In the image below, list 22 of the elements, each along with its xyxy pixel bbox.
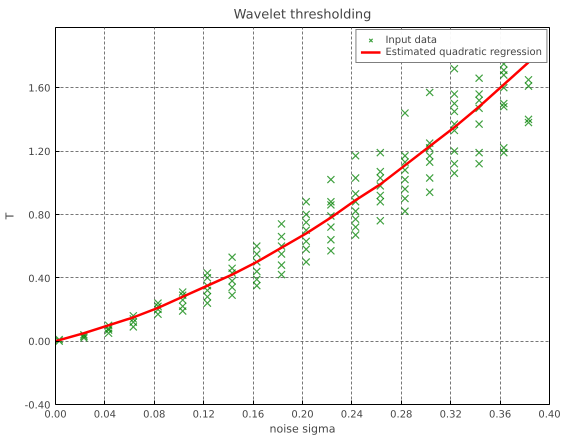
y-tick-label: 0.00 (28, 337, 50, 348)
legend-label: Estimated quadratic regression (385, 46, 542, 58)
legend-label: Input data (385, 34, 438, 46)
x-tick-label: 0.40 (538, 410, 561, 420)
x-tick-label: 0.24 (340, 410, 364, 420)
y-tick-label: -0.40 (24, 400, 50, 412)
y-tick-label: 0.80 (28, 210, 50, 222)
x-tick-label: 0.16 (242, 410, 264, 420)
x-tick-label: 0.00 (44, 410, 67, 420)
chart-title: Wavelet thresholding (234, 8, 372, 22)
y-tick-label: 0.40 (28, 274, 50, 285)
x-tick-label: 0.08 (143, 410, 166, 420)
x-tick-label: 0.04 (94, 410, 116, 420)
y-tick-label: 1.60 (28, 84, 50, 95)
x-tick-label: 0.12 (192, 410, 215, 420)
y-tick-label: 1.20 (28, 147, 50, 158)
x-tick-label: 0.28 (390, 410, 412, 420)
x-tick-label: 0.20 (291, 410, 314, 420)
x-axis-title: noise sigma (270, 422, 336, 436)
x-tick-label: 0.32 (440, 410, 462, 420)
y-axis-title: T (4, 212, 17, 220)
x-tick-label: 0.36 (488, 410, 512, 420)
